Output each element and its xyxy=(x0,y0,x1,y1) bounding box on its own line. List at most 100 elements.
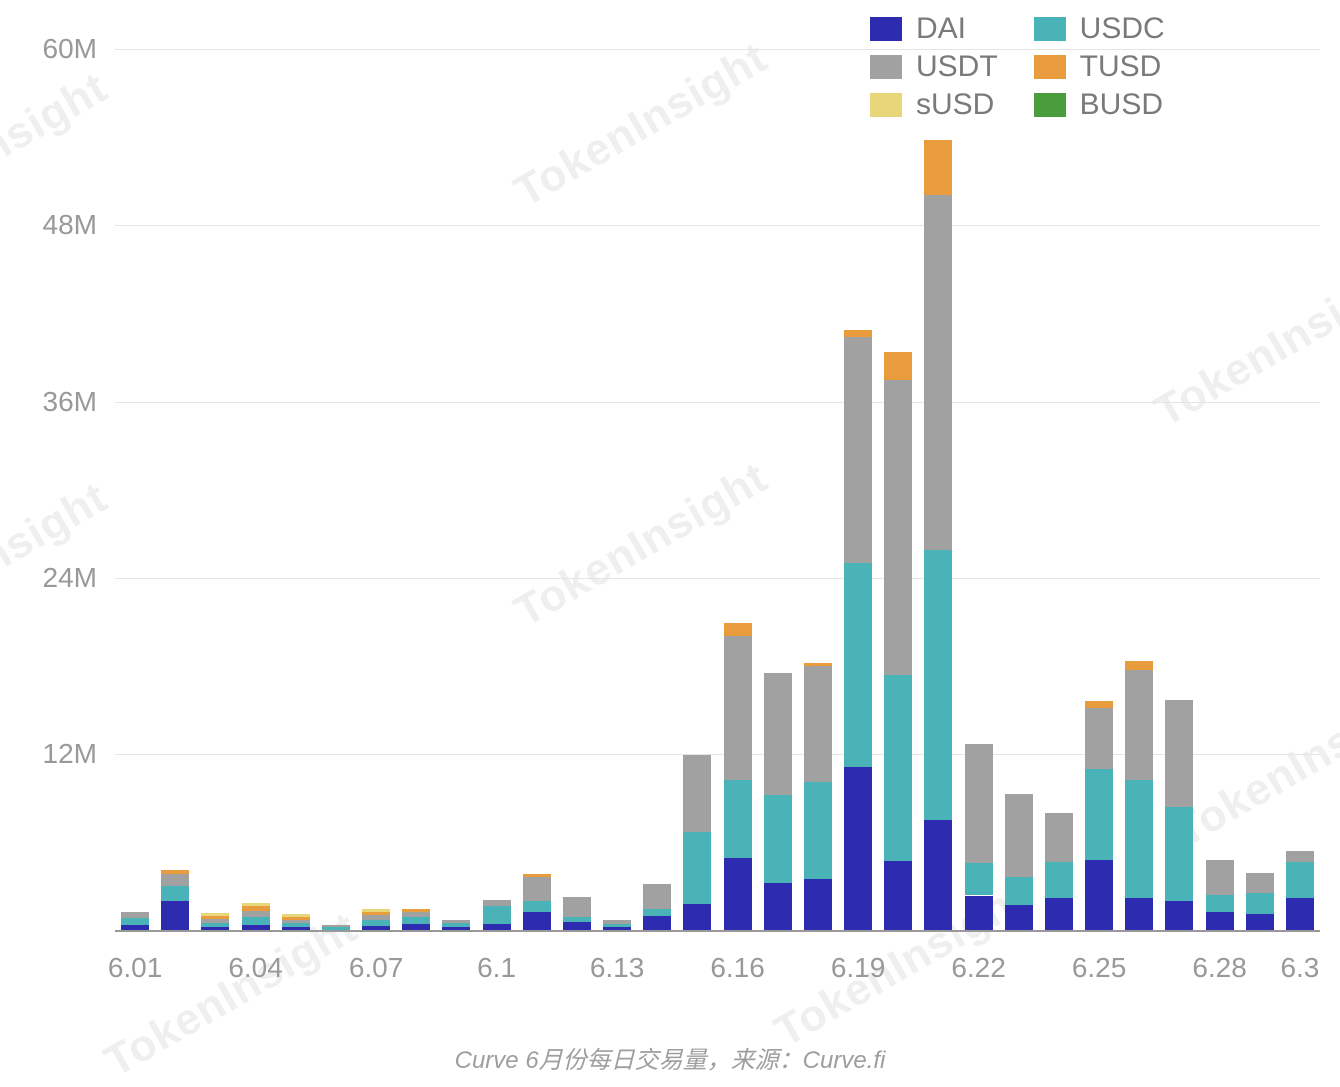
bar-segment-usdt xyxy=(282,920,310,923)
bar-segment-dai xyxy=(643,916,671,930)
legend-column: DAI USDT sUSD xyxy=(870,12,998,122)
bar-segment-usdt xyxy=(884,380,912,675)
bar-segment-tusd xyxy=(884,352,912,380)
y-axis-tick-label: 12M xyxy=(0,738,97,770)
bar-segment-usdt xyxy=(442,920,470,923)
x-axis-tick-label: 6.16 xyxy=(710,952,765,984)
bar-segment-usdc xyxy=(1005,877,1033,905)
x-axis-baseline xyxy=(115,930,1320,932)
bar-segment-usdc xyxy=(683,832,711,904)
legend-swatch xyxy=(1034,93,1066,117)
bar-segment-usdc xyxy=(523,901,551,913)
bar-segment-dai xyxy=(1246,914,1274,930)
bar-segment-dai xyxy=(362,926,390,930)
bar-segment-usdc xyxy=(121,918,149,925)
x-axis-tick-label: 6.1 xyxy=(477,952,516,984)
bar-segment-dai xyxy=(844,767,872,930)
bar-segment-usdc xyxy=(282,923,310,927)
bar-segment-usdc xyxy=(201,923,229,927)
bar-segment-dai xyxy=(563,922,591,930)
bar-segment-dai xyxy=(764,883,792,930)
bar-segment-usdc xyxy=(844,563,872,767)
y-axis-tick-label: 60M xyxy=(0,33,97,65)
bar-segment-usdt xyxy=(724,636,752,780)
bar-segment-tusd xyxy=(282,917,310,920)
legend-label: USDT xyxy=(916,50,998,84)
bar-segment-dai xyxy=(924,820,952,930)
legend-swatch xyxy=(1034,55,1066,79)
bar-segment-dai xyxy=(1045,898,1073,930)
watermark: TokenInsight xyxy=(1146,253,1340,438)
x-axis-tick-label: 6.22 xyxy=(951,952,1006,984)
bar-segment-usdc xyxy=(965,863,993,895)
bar-segment-usdc xyxy=(242,917,270,925)
bar-segment-usdt xyxy=(643,884,671,909)
legend-item-usdt: USDT xyxy=(870,50,998,84)
bar-segment-usdc xyxy=(643,909,671,916)
legend-item-dai: DAI xyxy=(870,12,998,46)
bar-segment-dai xyxy=(282,927,310,930)
bar-segment-usdt xyxy=(1085,708,1113,768)
bar-segment-usdc xyxy=(764,795,792,883)
bar-segment-dai xyxy=(683,904,711,930)
bar-segment-usdt xyxy=(683,755,711,831)
bar-segment-usdt xyxy=(965,744,993,864)
bar-segment-usdc xyxy=(1165,807,1193,901)
bar-segment-usdt xyxy=(402,912,430,917)
legend-item-tusd: TUSD xyxy=(1034,50,1165,84)
bar-segment-usdc xyxy=(362,920,390,926)
bar-segment-usdc xyxy=(322,927,350,930)
bar-segment-dai xyxy=(442,927,470,930)
bar-segment-dai xyxy=(161,901,189,930)
legend-label: BUSD xyxy=(1080,88,1163,122)
bar-segment-usdt xyxy=(523,877,551,900)
bar-segment-dai xyxy=(1085,860,1113,930)
legend-item-busd: BUSD xyxy=(1034,88,1165,122)
bar-segment-dai xyxy=(603,927,631,930)
bar-segment-dai xyxy=(1286,898,1314,930)
bar-segment-tusd xyxy=(844,330,872,337)
bar-segment-usdc xyxy=(884,675,912,861)
x-axis-tick-label: 6.28 xyxy=(1192,952,1247,984)
bar-segment-dai xyxy=(1206,912,1234,930)
legend-swatch xyxy=(870,93,902,117)
bar-segment-dai xyxy=(965,896,993,930)
bar-segment-usdc xyxy=(402,917,430,924)
bar-segment-usdc xyxy=(603,924,631,927)
bar-segment-tusd xyxy=(523,874,551,877)
bar-segment-tusd xyxy=(201,916,229,919)
gridline xyxy=(115,578,1320,579)
bar-segment-susd xyxy=(242,903,270,906)
bar-segment-usdt xyxy=(201,919,229,923)
bar-segment-dai xyxy=(724,858,752,930)
bar-segment-dai xyxy=(483,924,511,930)
legend-column: USDC TUSD BUSD xyxy=(1034,12,1165,122)
x-axis-tick-label: 6.07 xyxy=(349,952,404,984)
bar-segment-usdt xyxy=(483,900,511,906)
bar-segment-usdc xyxy=(1286,862,1314,897)
x-axis-tick-label: 6.04 xyxy=(228,952,283,984)
y-axis-tick-label: 24M xyxy=(0,562,97,594)
bar-segment-usdc xyxy=(442,923,470,927)
legend-item-usdc: USDC xyxy=(1034,12,1165,46)
bar-segment-susd xyxy=(282,914,310,917)
bar-segment-usdt xyxy=(1165,700,1193,807)
bar-segment-tusd xyxy=(804,663,832,666)
bar-segment-dai xyxy=(121,925,149,930)
bar-segment-usdt xyxy=(1206,860,1234,894)
legend-swatch xyxy=(1034,17,1066,41)
bar-segment-dai xyxy=(1125,898,1153,930)
bar-segment-tusd xyxy=(1125,661,1153,670)
bar-segment-usdt xyxy=(1005,794,1033,878)
bar-segment-tusd xyxy=(402,909,430,912)
bar-segment-tusd xyxy=(924,140,952,194)
legend-label: sUSD xyxy=(916,88,994,122)
bar-segment-usdt xyxy=(242,911,270,917)
bar-segment-tusd xyxy=(724,623,752,636)
bar-segment-tusd xyxy=(362,912,390,915)
bar-segment-tusd xyxy=(242,906,270,911)
y-axis-tick-label: 48M xyxy=(0,209,97,241)
x-axis-tick-label: 6.25 xyxy=(1072,952,1127,984)
y-axis-tick-label: 36M xyxy=(0,386,97,418)
x-axis-tick-label: 6.19 xyxy=(831,952,886,984)
